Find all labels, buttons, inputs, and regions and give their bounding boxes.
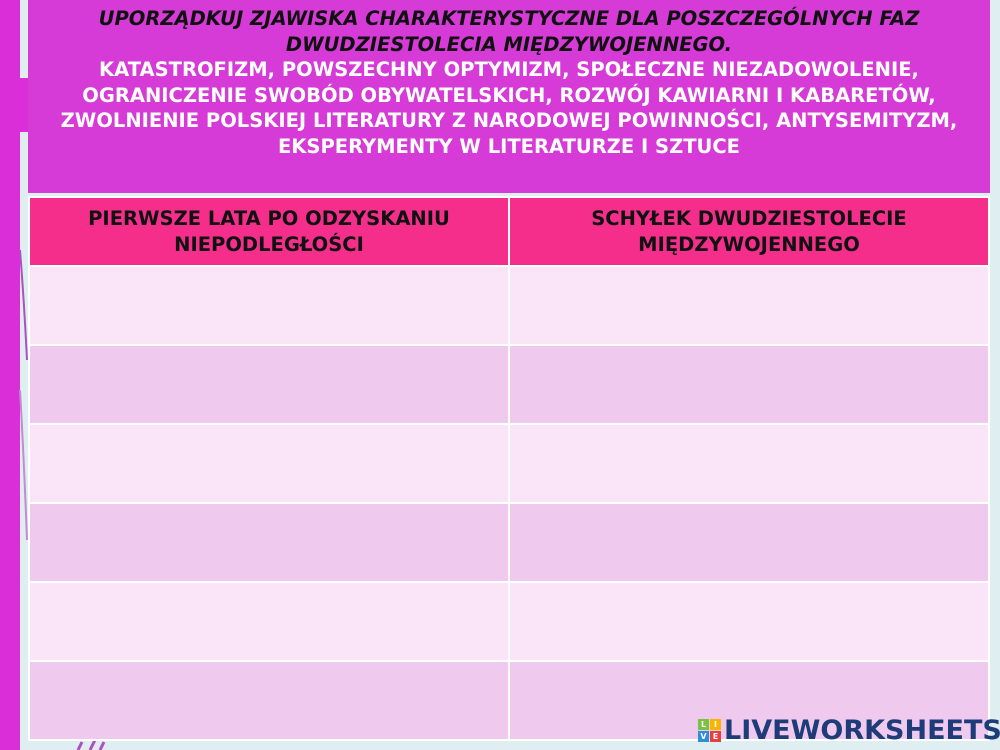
left-accent-tab — [20, 78, 28, 132]
table-row — [28, 344, 990, 425]
table-row — [28, 581, 990, 662]
answer-cell[interactable] — [28, 344, 510, 425]
left-accent-strip — [0, 0, 20, 750]
answer-cell[interactable] — [28, 660, 510, 741]
sorting-table: PIERWSZE LATA PO ODZYSKANIU NIEPODLEGŁOŚ… — [28, 196, 990, 741]
table-row — [28, 423, 990, 504]
table-row — [28, 660, 990, 741]
word-bank: KATASTROFIZM, POWSZECHNY OPTYMIZM, SPOŁE… — [60, 58, 958, 158]
answer-cell[interactable] — [508, 660, 990, 741]
answer-cell[interactable] — [28, 502, 510, 583]
instruction-box: UPORZĄDKUJ ZJAWISKA CHARAKTERYSTYCZNE DL… — [28, 0, 990, 193]
answer-cell[interactable] — [508, 265, 990, 346]
answer-cell[interactable] — [508, 423, 990, 504]
answer-cell[interactable] — [508, 344, 990, 425]
table-row — [28, 502, 990, 583]
answer-cell[interactable] — [508, 581, 990, 662]
answer-cell[interactable] — [28, 423, 510, 504]
instruction-question: UPORZĄDKUJ ZJAWISKA CHARAKTERYSTYCZNE DL… — [98, 7, 920, 56]
logo-text: LIVEWORKSHEETS — [724, 715, 1000, 746]
answer-cell[interactable] — [508, 502, 990, 583]
answer-cell[interactable] — [28, 265, 510, 346]
column-header-late-period: SCHYŁEK DWUDZIESTOLECIE MIĘDZYWOJENNEGO — [508, 196, 990, 267]
table-row — [28, 265, 990, 346]
answer-cell[interactable] — [28, 581, 510, 662]
column-header-early-years: PIERWSZE LATA PO ODZYSKANIU NIEPODLEGŁOŚ… — [28, 196, 510, 267]
